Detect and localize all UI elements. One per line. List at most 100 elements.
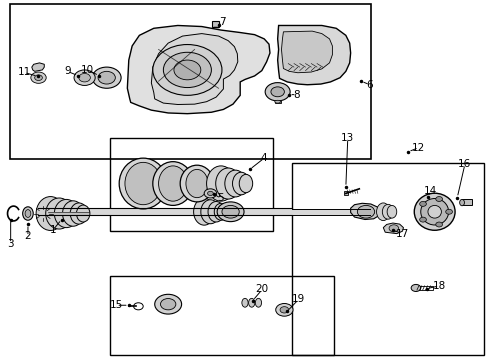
Polygon shape bbox=[383, 223, 403, 234]
Text: 11: 11 bbox=[18, 67, 31, 77]
Ellipse shape bbox=[216, 168, 241, 199]
Circle shape bbox=[31, 72, 46, 83]
Circle shape bbox=[35, 75, 42, 81]
Ellipse shape bbox=[23, 207, 33, 220]
Ellipse shape bbox=[255, 298, 262, 307]
Bar bbox=[292, 163, 484, 355]
Text: 5: 5 bbox=[218, 193, 224, 203]
Bar bbox=[344, 191, 348, 195]
Ellipse shape bbox=[214, 203, 228, 220]
Polygon shape bbox=[351, 203, 380, 220]
Text: 10: 10 bbox=[81, 65, 94, 75]
Circle shape bbox=[222, 206, 239, 218]
Polygon shape bbox=[127, 26, 270, 114]
Text: 3: 3 bbox=[7, 239, 14, 248]
Circle shape bbox=[436, 222, 442, 227]
Text: 12: 12 bbox=[412, 143, 425, 153]
Ellipse shape bbox=[428, 206, 441, 218]
Bar bbox=[10, 4, 371, 159]
Polygon shape bbox=[32, 63, 44, 71]
Ellipse shape bbox=[207, 166, 235, 201]
Circle shape bbox=[163, 52, 211, 87]
Ellipse shape bbox=[242, 298, 248, 307]
Ellipse shape bbox=[219, 205, 231, 219]
Ellipse shape bbox=[239, 174, 253, 193]
Ellipse shape bbox=[194, 198, 215, 225]
Text: 9: 9 bbox=[64, 66, 71, 76]
Polygon shape bbox=[151, 33, 238, 104]
Bar bbox=[110, 138, 273, 231]
Circle shape bbox=[419, 217, 426, 222]
Circle shape bbox=[280, 307, 289, 313]
Ellipse shape bbox=[125, 162, 161, 205]
Text: 19: 19 bbox=[292, 294, 305, 304]
Circle shape bbox=[265, 83, 290, 101]
Text: 13: 13 bbox=[341, 133, 354, 143]
Circle shape bbox=[204, 189, 217, 198]
Ellipse shape bbox=[248, 298, 255, 307]
Circle shape bbox=[271, 87, 284, 97]
Circle shape bbox=[98, 71, 115, 84]
Ellipse shape bbox=[382, 204, 394, 219]
Circle shape bbox=[419, 201, 426, 206]
Text: 17: 17 bbox=[396, 229, 409, 239]
Text: 1: 1 bbox=[49, 225, 56, 235]
Ellipse shape bbox=[119, 158, 167, 209]
Ellipse shape bbox=[159, 166, 187, 201]
Circle shape bbox=[436, 197, 442, 202]
Text: 8: 8 bbox=[294, 90, 300, 100]
Circle shape bbox=[174, 60, 201, 80]
Ellipse shape bbox=[233, 172, 250, 195]
Ellipse shape bbox=[421, 198, 449, 225]
Circle shape bbox=[411, 284, 421, 292]
Ellipse shape bbox=[46, 198, 73, 229]
Circle shape bbox=[276, 303, 293, 316]
Ellipse shape bbox=[201, 200, 220, 224]
Bar bbox=[275, 100, 281, 103]
Circle shape bbox=[92, 67, 121, 88]
Ellipse shape bbox=[208, 202, 224, 222]
Bar bbox=[48, 212, 89, 215]
Ellipse shape bbox=[275, 100, 281, 103]
Bar bbox=[212, 21, 219, 27]
Ellipse shape bbox=[54, 199, 78, 228]
Text: 15: 15 bbox=[110, 300, 123, 310]
Ellipse shape bbox=[414, 193, 455, 230]
Bar bbox=[110, 276, 334, 355]
Bar bbox=[462, 199, 472, 206]
Bar bbox=[292, 209, 370, 215]
Text: 16: 16 bbox=[458, 159, 471, 169]
Ellipse shape bbox=[70, 203, 88, 224]
Ellipse shape bbox=[377, 203, 390, 221]
Circle shape bbox=[74, 70, 95, 85]
Text: 14: 14 bbox=[424, 186, 437, 195]
Text: 4: 4 bbox=[261, 153, 268, 163]
Polygon shape bbox=[281, 31, 332, 73]
Circle shape bbox=[389, 225, 399, 232]
Ellipse shape bbox=[180, 165, 214, 202]
Text: 18: 18 bbox=[433, 281, 446, 291]
Ellipse shape bbox=[63, 201, 84, 226]
Circle shape bbox=[217, 202, 244, 222]
Bar bbox=[38, 208, 292, 215]
Circle shape bbox=[155, 294, 182, 314]
Circle shape bbox=[79, 73, 90, 82]
Circle shape bbox=[161, 298, 176, 310]
Text: 6: 6 bbox=[367, 80, 373, 90]
Circle shape bbox=[153, 45, 222, 95]
Ellipse shape bbox=[387, 206, 397, 218]
Text: 20: 20 bbox=[256, 284, 269, 294]
Ellipse shape bbox=[460, 199, 465, 206]
Ellipse shape bbox=[76, 205, 90, 222]
Circle shape bbox=[357, 206, 375, 218]
Ellipse shape bbox=[153, 162, 193, 206]
Circle shape bbox=[446, 209, 452, 214]
Text: 7: 7 bbox=[219, 17, 225, 27]
Polygon shape bbox=[278, 26, 351, 85]
Circle shape bbox=[208, 191, 213, 195]
Ellipse shape bbox=[25, 210, 31, 217]
Bar bbox=[416, 286, 433, 290]
Ellipse shape bbox=[225, 170, 246, 197]
Text: 2: 2 bbox=[24, 231, 31, 242]
Ellipse shape bbox=[186, 170, 208, 198]
